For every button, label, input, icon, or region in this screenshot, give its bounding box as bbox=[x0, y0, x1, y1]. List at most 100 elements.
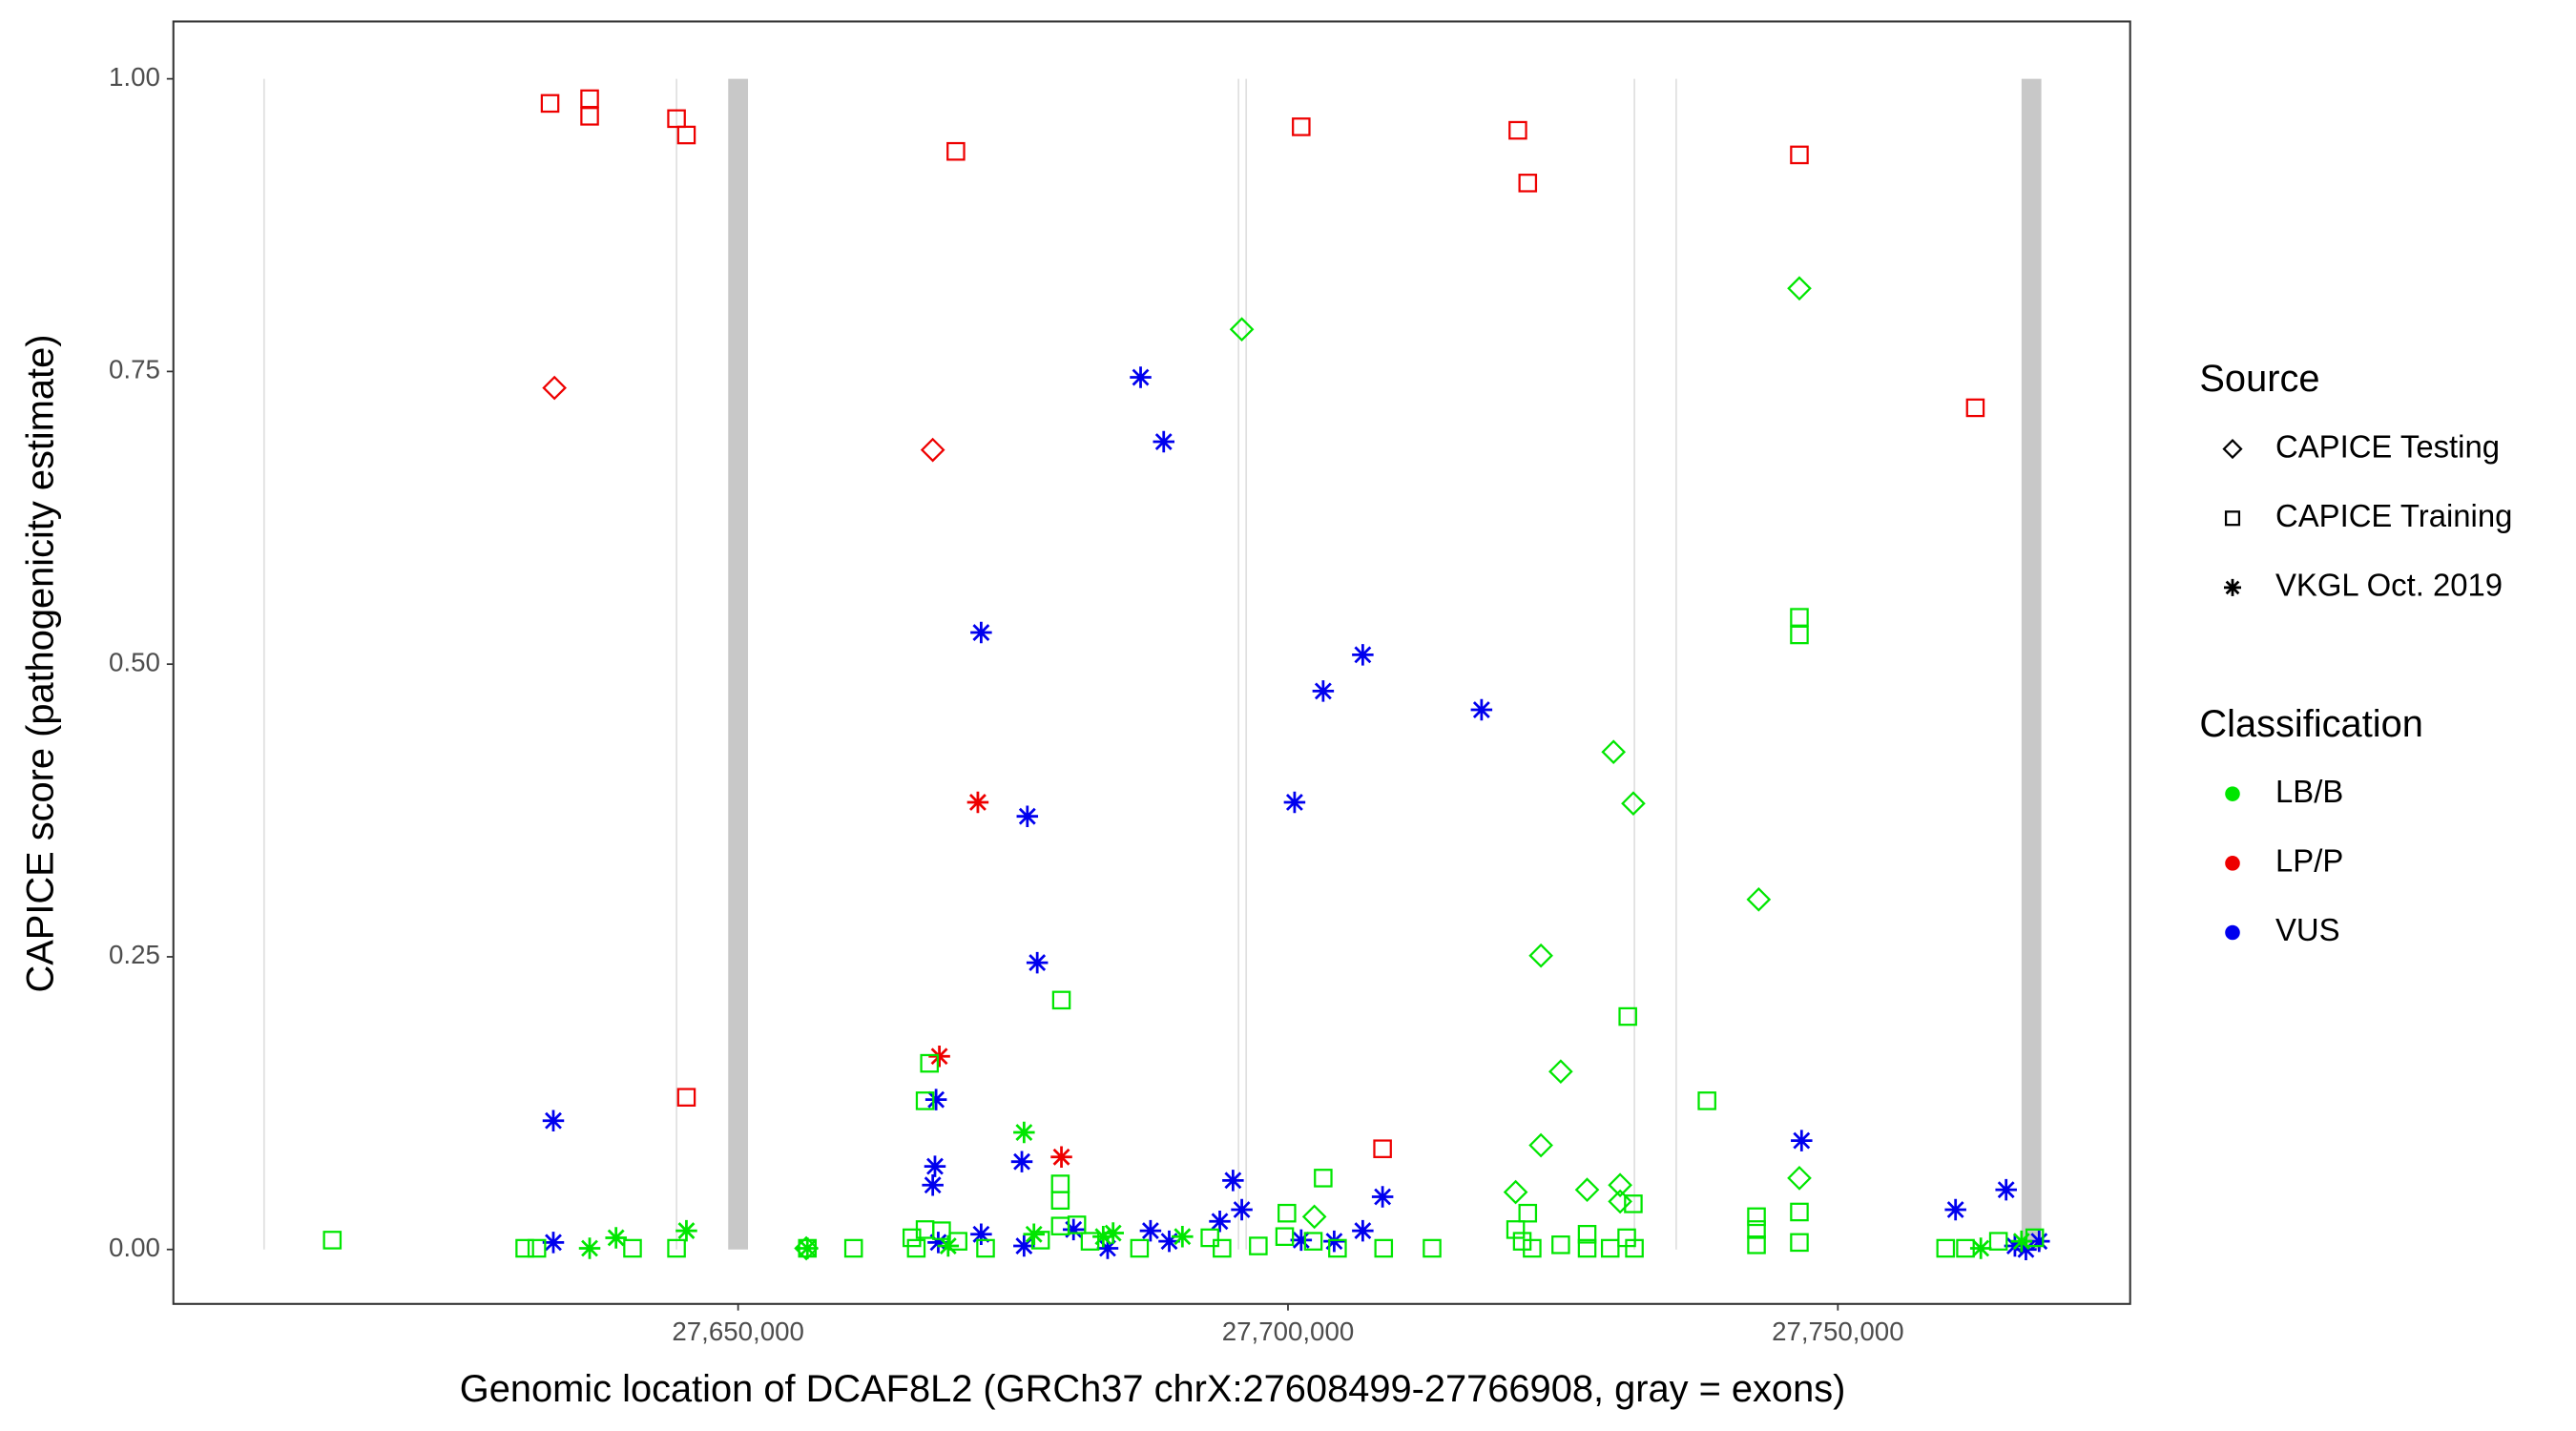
point-diamond bbox=[542, 375, 567, 401]
legend-label: VKGL Oct. 2019 bbox=[2275, 568, 2503, 603]
point-star bbox=[1050, 1146, 1072, 1169]
point-diamond bbox=[1548, 1059, 1573, 1085]
point-square bbox=[623, 1238, 642, 1258]
point-star bbox=[1969, 1237, 1992, 1259]
point-square bbox=[1988, 1232, 2008, 1251]
point-star bbox=[2004, 1234, 2026, 1257]
point-star bbox=[1026, 951, 1049, 974]
point-square bbox=[1936, 1238, 1956, 1258]
point-square bbox=[1506, 1220, 1526, 1239]
point-star bbox=[1172, 1225, 1194, 1248]
legend-label: LB/B bbox=[2275, 774, 2343, 809]
point-diamond bbox=[1787, 1166, 1812, 1191]
exon bbox=[2021, 78, 2042, 1250]
legend-symbol bbox=[2225, 924, 2240, 941]
point-diamond bbox=[1503, 1179, 1528, 1205]
legend-symbol bbox=[2224, 510, 2241, 527]
point-star bbox=[1102, 1222, 1124, 1244]
point-star bbox=[542, 1232, 565, 1254]
point-star bbox=[2028, 1230, 2050, 1253]
point-star bbox=[1352, 1219, 1374, 1242]
point-square bbox=[1200, 1228, 1219, 1248]
point-star bbox=[1139, 1219, 1162, 1242]
point-diamond bbox=[1574, 1177, 1600, 1202]
point-star bbox=[1130, 366, 1152, 388]
legend-symbol bbox=[2225, 856, 2240, 871]
legend-symbol bbox=[2224, 578, 2241, 596]
point-star bbox=[1290, 1229, 1313, 1252]
point-square bbox=[667, 109, 686, 129]
point-square bbox=[906, 1238, 926, 1258]
point-square bbox=[1067, 1215, 1087, 1234]
point-square bbox=[1577, 1224, 1597, 1244]
point-star bbox=[924, 1089, 947, 1110]
point-star bbox=[1470, 698, 1493, 721]
point-square bbox=[1551, 1235, 1570, 1255]
point-star bbox=[1016, 805, 1039, 827]
y-tick-label: 0.75 bbox=[109, 355, 160, 384]
point-square bbox=[1303, 1232, 1323, 1251]
point-square bbox=[1600, 1238, 1620, 1258]
point-square bbox=[1292, 117, 1311, 136]
point-square bbox=[1790, 145, 1809, 165]
point-square bbox=[1577, 1238, 1597, 1258]
x-tick-label: 27,650,000 bbox=[672, 1317, 804, 1346]
x-tick-label: 27,750,000 bbox=[1772, 1317, 1904, 1346]
point-square bbox=[1374, 1238, 1394, 1258]
legend-symbol bbox=[2225, 786, 2240, 801]
point-star bbox=[1222, 1170, 1244, 1192]
point-square bbox=[1508, 120, 1527, 140]
point-diamond bbox=[1746, 886, 1772, 912]
y-tick-label: 1.00 bbox=[109, 62, 160, 92]
point-star bbox=[928, 1046, 950, 1068]
point-star bbox=[922, 1173, 944, 1196]
point-square bbox=[540, 93, 560, 114]
point-square bbox=[1790, 1233, 1809, 1253]
point-star bbox=[1323, 1230, 1345, 1253]
point-star bbox=[1944, 1198, 1966, 1221]
point-star bbox=[675, 1219, 697, 1242]
y-axis-title: CAPICE score (pathogenicity estimate) bbox=[20, 335, 62, 993]
point-diamond bbox=[1601, 739, 1627, 765]
point-star bbox=[605, 1227, 627, 1249]
point-star bbox=[578, 1237, 601, 1259]
point-square bbox=[1249, 1236, 1268, 1255]
point-square bbox=[1423, 1238, 1442, 1258]
legend-title: Source bbox=[2199, 358, 2319, 400]
point-star bbox=[970, 1223, 992, 1246]
point-star bbox=[542, 1110, 565, 1131]
point-star bbox=[1013, 1121, 1035, 1144]
point-star bbox=[1158, 1230, 1180, 1253]
point-square bbox=[1051, 990, 1071, 1010]
y-tick-label: 0.50 bbox=[109, 647, 160, 676]
point-star bbox=[937, 1234, 960, 1257]
point-square bbox=[1278, 1203, 1297, 1223]
point-square bbox=[1314, 1169, 1333, 1188]
point-square bbox=[920, 1053, 939, 1073]
point-star bbox=[2010, 1230, 2033, 1253]
point-square bbox=[1373, 1139, 1392, 1158]
point-square bbox=[946, 141, 966, 161]
point-square bbox=[1618, 1006, 1637, 1027]
point-diamond bbox=[1608, 1189, 1632, 1214]
legend-symbol bbox=[2222, 439, 2243, 460]
point-diamond bbox=[1621, 791, 1646, 817]
y-tick-label: 0.25 bbox=[109, 940, 160, 969]
point-star bbox=[1096, 1237, 1119, 1259]
point-square bbox=[1747, 1235, 1766, 1255]
point-star bbox=[1352, 644, 1374, 666]
point-square bbox=[843, 1238, 863, 1258]
point-square bbox=[322, 1231, 343, 1250]
point-square bbox=[1747, 1220, 1766, 1239]
point-square bbox=[948, 1232, 967, 1251]
point-star bbox=[1995, 1178, 2017, 1201]
point-square bbox=[1518, 174, 1538, 193]
point-square bbox=[1790, 1202, 1809, 1222]
point-square bbox=[1130, 1238, 1150, 1258]
point-star bbox=[1283, 791, 1306, 814]
point-star bbox=[2015, 1238, 2037, 1260]
y-tick-label: 0.00 bbox=[109, 1233, 160, 1262]
legend-label: VUS bbox=[2275, 912, 2340, 947]
legend-label: LP/P bbox=[2275, 843, 2343, 879]
